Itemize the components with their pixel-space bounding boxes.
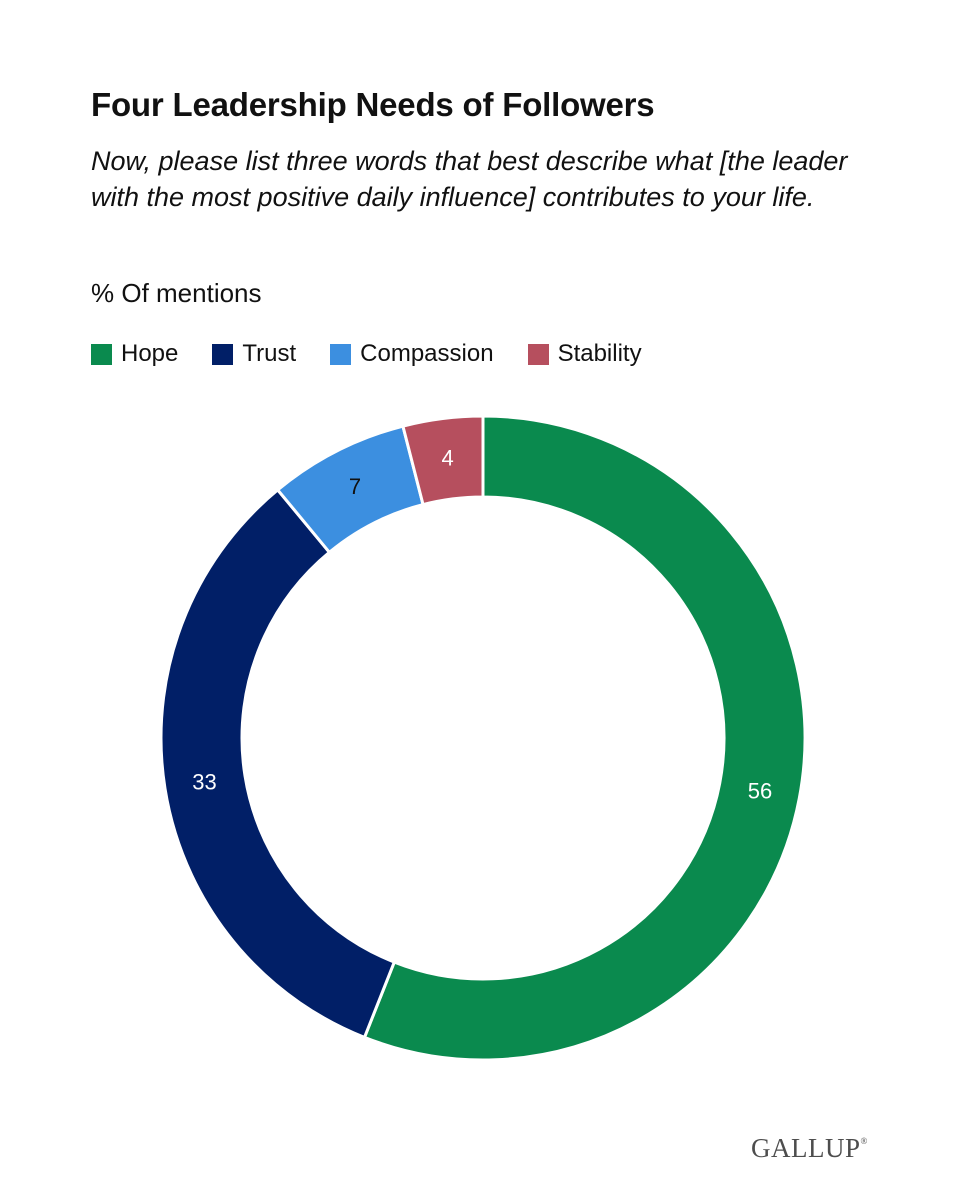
slice-hope <box>362 414 807 1062</box>
slice-value-compassion: 7 <box>349 474 361 499</box>
legend-item-hope: Hope <box>91 340 178 368</box>
legend-swatch-compassion <box>330 343 352 365</box>
legend-label-compassion: Compassion <box>360 340 494 367</box>
unit-label: % Of mentions <box>91 278 262 308</box>
slice-trust <box>159 487 397 1040</box>
slice-value-stability: 4 <box>442 446 454 471</box>
slice-value-trust: 33 <box>192 770 216 795</box>
legend-item-trust: Trust <box>212 340 296 368</box>
brand-text: GALLUP <box>751 1133 861 1163</box>
legend: Hope Trust Compassion Stability <box>91 340 676 368</box>
chart-title: Four Leadership Needs of Followers <box>91 86 655 123</box>
legend-label-trust: Trust <box>242 340 297 367</box>
legend-swatch-stability <box>527 343 549 365</box>
legend-label-hope: Hope <box>121 340 179 367</box>
legend-swatch-trust <box>212 343 234 365</box>
registered-mark: ® <box>860 1136 868 1146</box>
legend-item-stability: Stability <box>527 340 642 368</box>
legend-item-compassion: Compassion <box>330 340 494 368</box>
slice-value-hope: 56 <box>748 778 772 803</box>
gallup-logo: GALLUP® <box>751 1133 868 1164</box>
chart-subtitle: Now, please list three words that best d… <box>91 146 848 212</box>
slice-stability <box>401 414 485 507</box>
legend-label-stability: Stability <box>557 340 642 367</box>
legend-swatch-hope <box>91 343 112 365</box>
